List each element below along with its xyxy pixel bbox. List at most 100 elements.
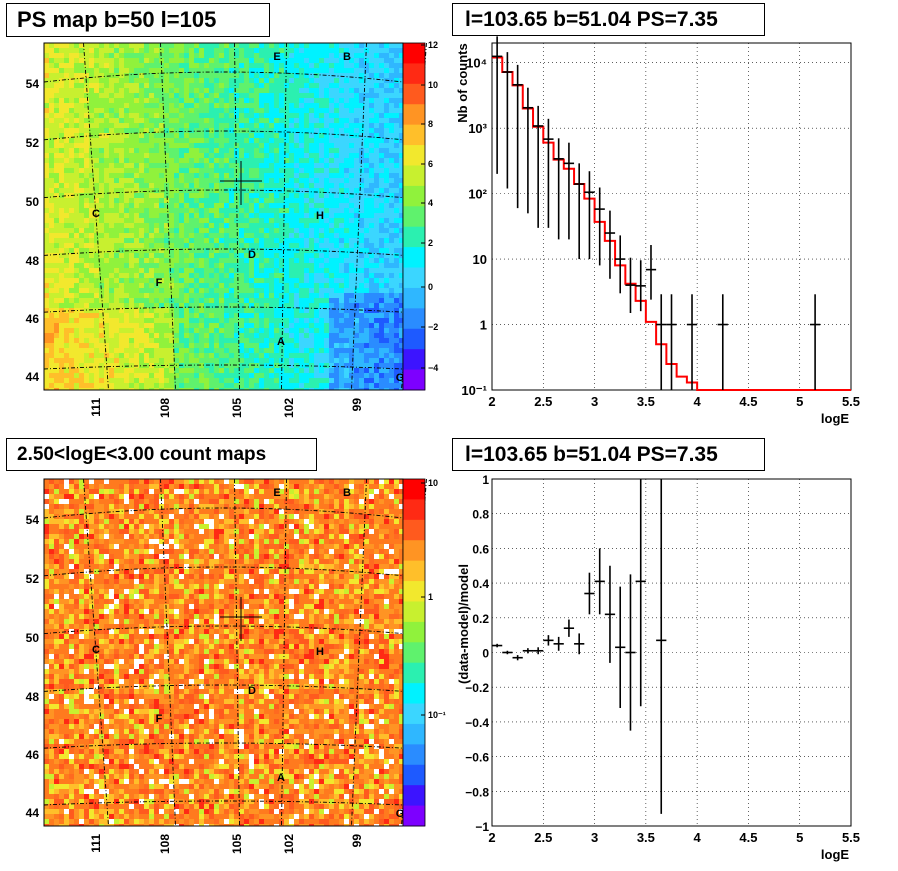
map-pixel: [309, 83, 314, 88]
map-pixel: [284, 73, 289, 78]
map-pixel: [269, 353, 274, 358]
map-pixel: [219, 83, 224, 88]
map-pixel: [59, 83, 64, 88]
map-pixel: [139, 283, 144, 288]
map-pixel: [149, 223, 154, 228]
map-pixel: [244, 78, 249, 83]
map-pixel: [374, 243, 379, 248]
map-pixel: [319, 123, 324, 128]
map-pixel: [54, 173, 59, 178]
map-pixel: [84, 353, 89, 358]
map-pixel: [284, 253, 289, 258]
map-pixel: [44, 313, 49, 318]
map-pixel: [364, 128, 369, 133]
map-pixel: [139, 93, 144, 98]
map-pixel: [164, 73, 169, 78]
map-pixel: [199, 373, 204, 378]
map-pixel: [359, 88, 364, 93]
map-pixel: [189, 368, 194, 373]
map-pixel: [49, 263, 54, 268]
map-pixel: [339, 68, 344, 73]
map-pixel: [249, 98, 254, 103]
map-pixel: [224, 98, 229, 103]
map-pixel: [334, 128, 339, 133]
map-pixel: [344, 153, 349, 158]
map-pixel: [289, 153, 294, 158]
map-pixel: [304, 78, 309, 83]
map-pixel: [99, 133, 104, 138]
map-pixel: [69, 218, 74, 223]
map-pixel: [154, 43, 159, 48]
map-pixel: [364, 343, 369, 348]
map-pixel: [249, 133, 254, 138]
map-pixel: [209, 93, 214, 98]
map-pixel: [119, 58, 124, 63]
map-pixel: [184, 258, 189, 263]
map-pixel: [219, 198, 224, 203]
map-pixel: [109, 93, 114, 98]
map-pixel: [384, 118, 389, 123]
map-pixel: [359, 378, 364, 383]
map-pixel: [224, 178, 229, 183]
map-pixel: [324, 118, 329, 123]
map-pixel: [284, 333, 289, 338]
map-pixel: [204, 188, 209, 193]
map-pixel: [119, 68, 124, 73]
map-pixel: [344, 123, 349, 128]
map-pixel: [189, 118, 194, 123]
map-pixel: [84, 373, 89, 378]
map-pixel: [219, 243, 224, 248]
map-pixel: [384, 73, 389, 78]
map-pixel: [324, 343, 329, 348]
map-pixel: [234, 228, 239, 233]
map-pixel: [274, 288, 279, 293]
map-pixel: [124, 153, 129, 158]
map-pixel: [269, 198, 274, 203]
map-pixel: [219, 53, 224, 58]
map-pixel: [99, 233, 104, 238]
map-pixel: [364, 273, 369, 278]
map-pixel: [179, 258, 184, 263]
map-pixel: [349, 273, 354, 278]
map-pixel: [199, 378, 204, 383]
map-pixel: [174, 373, 179, 378]
map-pixel: [99, 298, 104, 303]
map-pixel: [109, 178, 114, 183]
map-pixel: [94, 318, 99, 323]
map-pixel: [179, 113, 184, 118]
map-pixel: [94, 363, 99, 368]
map-pixel: [184, 343, 189, 348]
map-pixel: [304, 253, 309, 258]
map-pixel: [154, 193, 159, 198]
map-pixel: [234, 83, 239, 88]
map-pixel: [359, 218, 364, 223]
map-pixel: [329, 208, 334, 213]
map-pixel: [249, 343, 254, 348]
map-pixel: [204, 128, 209, 133]
map-pixel: [259, 263, 264, 268]
map-pixel: [379, 273, 384, 278]
map-pixel: [154, 378, 159, 383]
map-pixel: [154, 228, 159, 233]
map-pixel: [69, 88, 74, 93]
map-pixel: [279, 228, 284, 233]
map-pixel: [264, 53, 269, 58]
map-pixel: [274, 368, 279, 373]
map-pixel: [374, 373, 379, 378]
map-pixel: [369, 348, 374, 353]
map-pixel: [254, 223, 259, 228]
map-pixel: [74, 93, 79, 98]
map-pixel: [229, 113, 234, 118]
map-pixel: [304, 318, 309, 323]
map-pixel: [139, 273, 144, 278]
map-pixel: [94, 188, 99, 193]
map-pixel: [354, 143, 359, 148]
map-pixel: [294, 238, 299, 243]
map-pixel: [354, 53, 359, 58]
map-pixel: [214, 188, 219, 193]
map-pixel: [159, 198, 164, 203]
map-pixel: [94, 303, 99, 308]
map-pixel: [249, 213, 254, 218]
map-pixel: [199, 323, 204, 328]
map-pixel: [259, 103, 264, 108]
